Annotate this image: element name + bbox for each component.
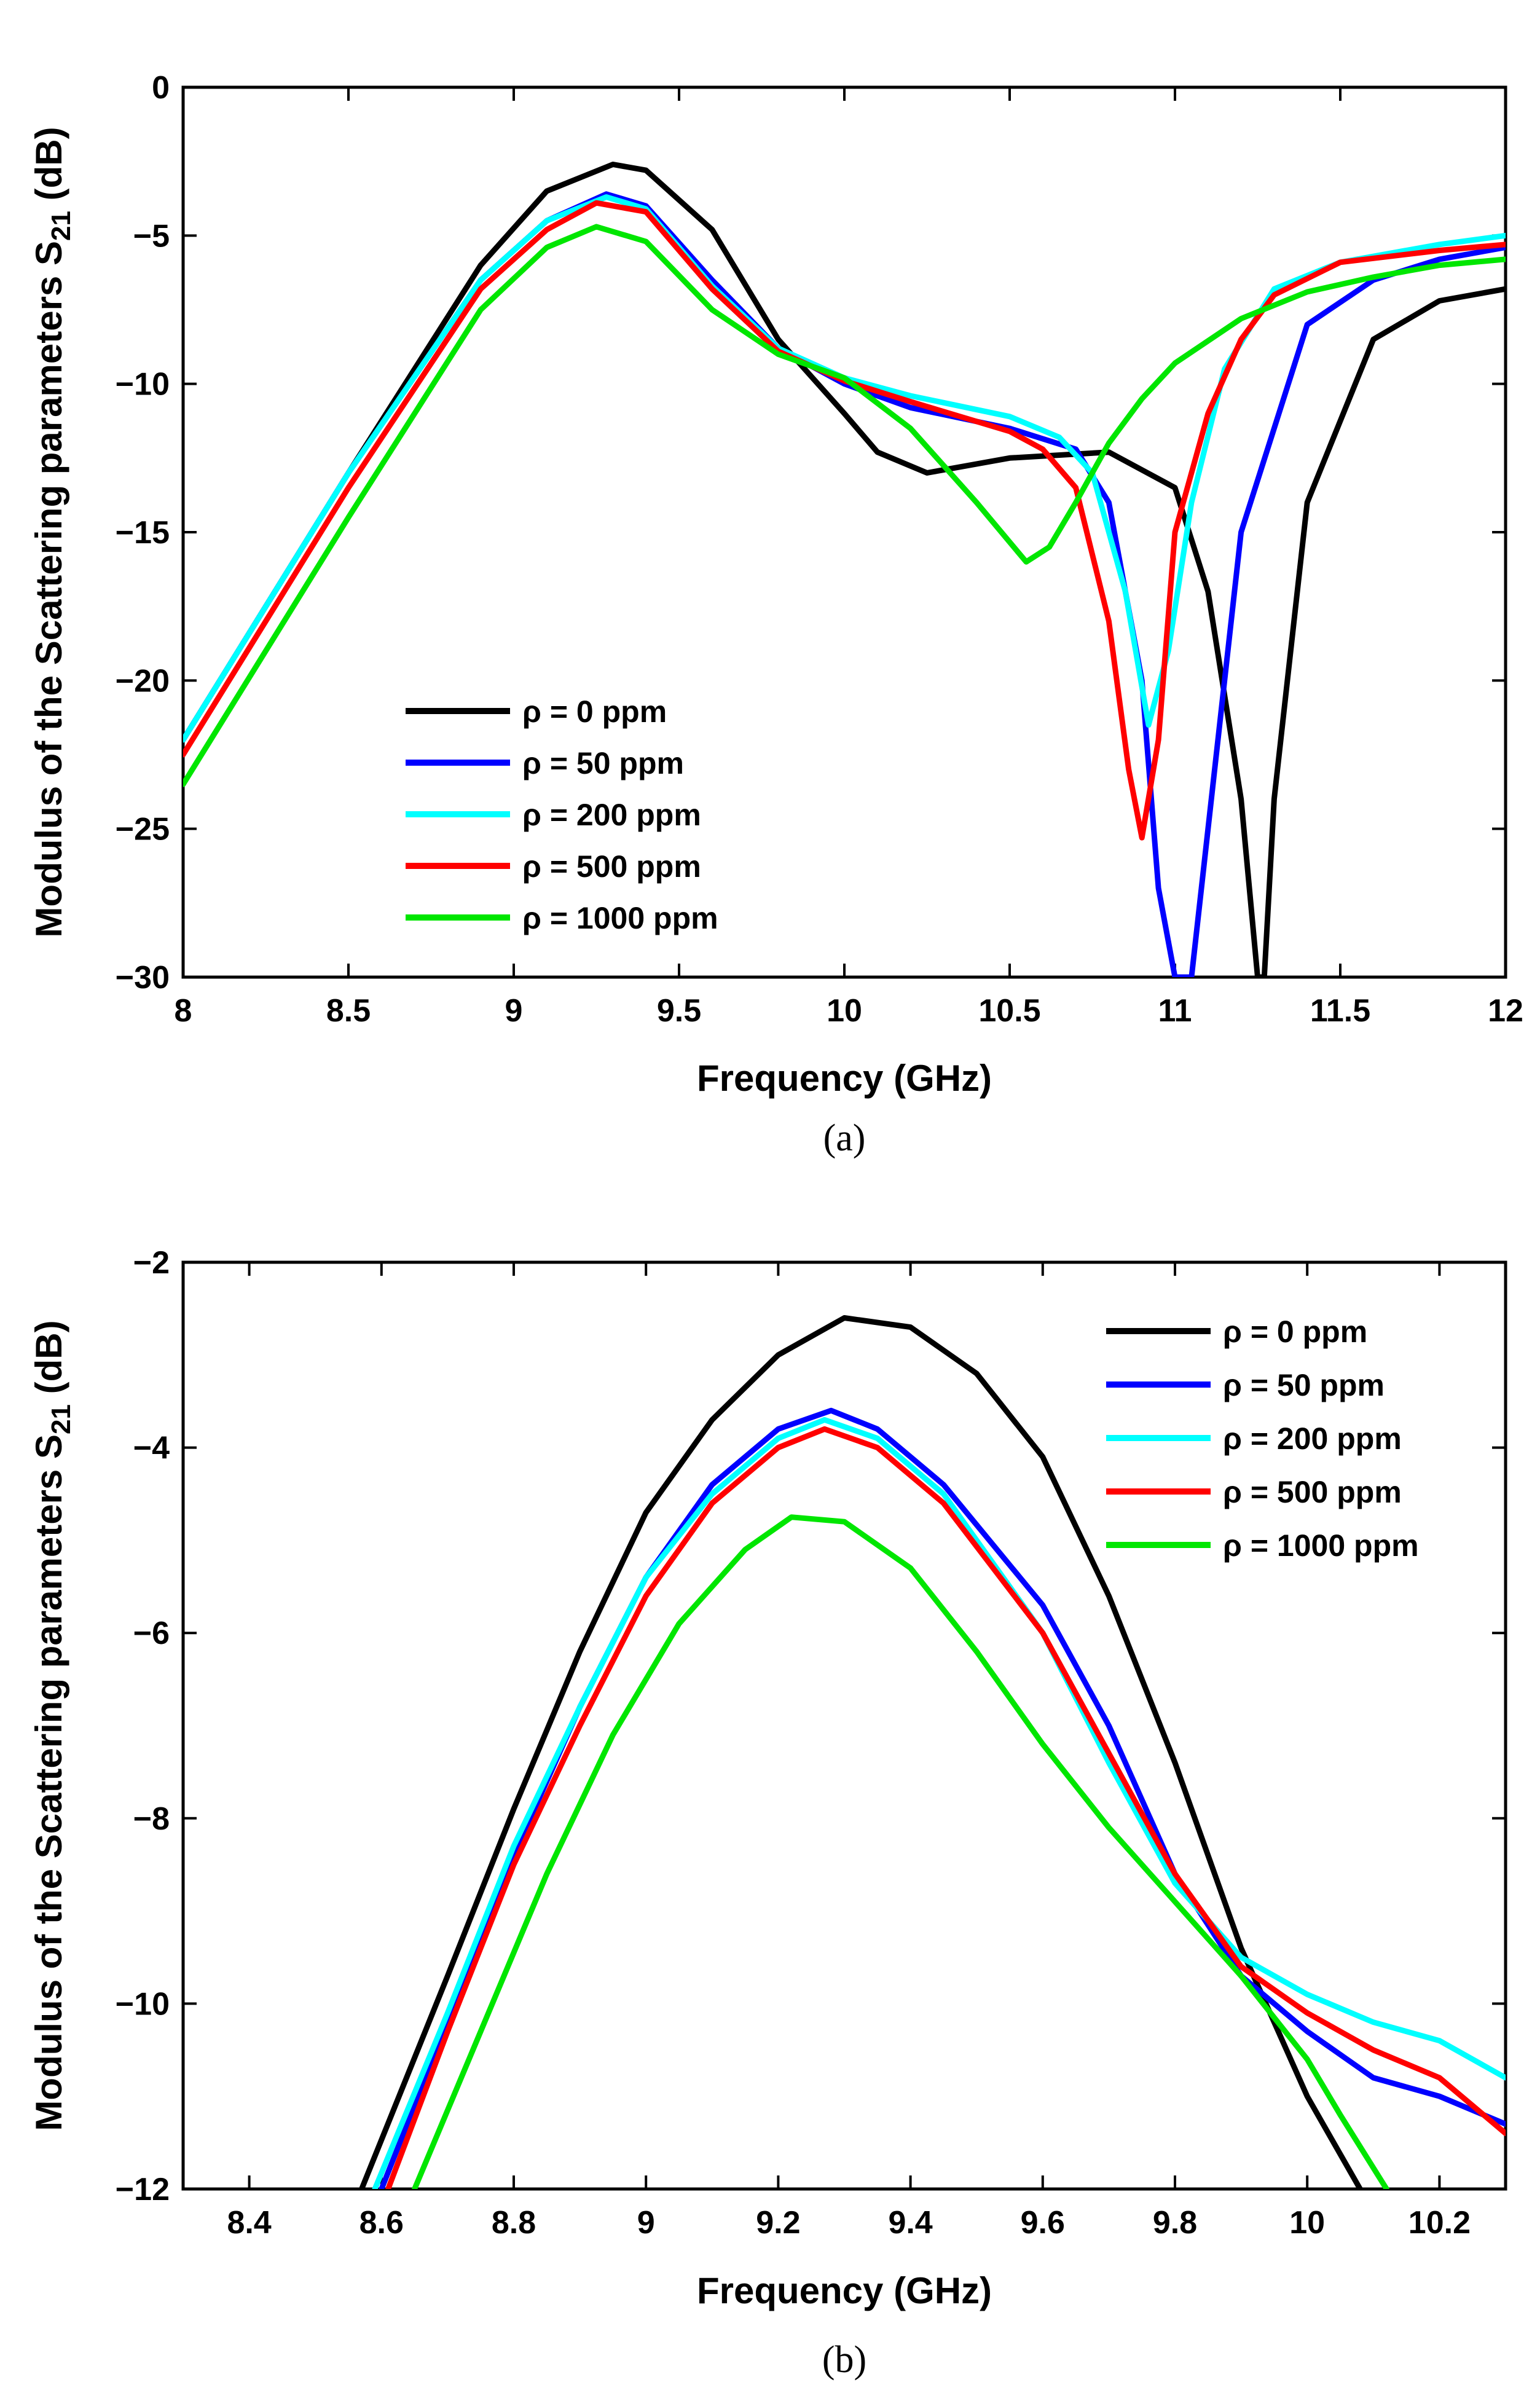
- x-tick-label: 8: [175, 993, 192, 1029]
- legend-label: ρ = 200 ppm: [522, 798, 701, 832]
- legend-label: ρ = 500 ppm: [522, 849, 701, 884]
- x-tick-label: 9: [505, 993, 523, 1029]
- y-tick-label: −4: [133, 1431, 170, 1466]
- series-line-1: [183, 191, 1506, 977]
- legend-label: ρ = 50 ppm: [522, 746, 684, 780]
- legend-label: ρ = 200 ppm: [1223, 1421, 1402, 1456]
- x-tick-label: 10: [827, 993, 862, 1029]
- x-axis-label: Frequency (GHz): [697, 1058, 992, 1099]
- x-axis-label: Frequency (GHz): [697, 2270, 992, 2311]
- y-tick-label: −2: [133, 1245, 170, 1281]
- y-axis-label: Modulus of the Scattering parameters S21…: [28, 1320, 76, 2131]
- legend-label: ρ = 500 ppm: [1223, 1475, 1402, 1509]
- y-axis-label: Modulus of the Scattering parameters S21…: [28, 127, 76, 937]
- legend-label: ρ = 50 ppm: [1223, 1368, 1385, 1402]
- x-tick-label: 9.5: [657, 993, 701, 1029]
- plot-frame: [181, 1260, 1507, 2191]
- x-tick-label: 12: [1488, 993, 1523, 1029]
- series-line-0: [359, 1315, 1363, 2189]
- y-tick-label: −10: [116, 367, 170, 403]
- y-tick-label: −30: [116, 960, 170, 996]
- chart-panel-a: 8 8.5 9 9.5 10 10.5 11 11.5 12 0 −5 −10 −15 −20 −25 −30…: [28, 70, 1523, 1159]
- x-tick-label: 9: [637, 2205, 655, 2241]
- y-tick-label: −15: [116, 515, 170, 551]
- legend-label: ρ = 1000 ppm: [522, 901, 718, 935]
- x-tick-label: 10.2: [1408, 2205, 1471, 2241]
- legend: ρ = 0 ppm ρ = 50 ppm ρ = 200 ppm ρ = 500 pp…: [1106, 1314, 1419, 1563]
- series-line-0: [183, 162, 1506, 977]
- series-group: [359, 1315, 1506, 2189]
- x-tick-label: 10.5: [978, 993, 1040, 1029]
- x-tick-label: 8.6: [359, 2205, 404, 2241]
- x-tick-label: 8.8: [492, 2205, 536, 2241]
- y-tick-label: −25: [116, 812, 170, 847]
- x-tick-label: 11: [1158, 993, 1192, 1029]
- chart-panel-b: 8.4 8.6 8.8 9 9.2 9.4 9.6 9.8 10 10.2 −2 −4 −6 −8 −10 −…: [28, 1245, 1507, 2381]
- series-line-3: [183, 200, 1506, 841]
- series-line-2: [372, 1417, 1506, 2189]
- y-tick-label: −12: [116, 2172, 170, 2207]
- legend-label: ρ = 0 ppm: [522, 694, 667, 729]
- y-tick-label: −5: [133, 218, 170, 254]
- legend-label: ρ = 1000 ppm: [1223, 1528, 1419, 1563]
- plot-frame: [181, 85, 1507, 979]
- x-tick-label: 9.2: [756, 2205, 800, 2241]
- x-tick-label: 9.6: [1021, 2205, 1065, 2241]
- panel-caption: (a): [823, 1117, 866, 1159]
- series-group: [183, 162, 1506, 977]
- series-line-3: [385, 1426, 1506, 2189]
- x-tick-label: 8.5: [326, 993, 371, 1029]
- x-tick-label: 8.4: [227, 2205, 271, 2241]
- series-line-4: [183, 224, 1506, 787]
- y-tick-label: −8: [133, 1801, 170, 1837]
- x-tick-label: 9.4: [888, 2205, 932, 2241]
- x-tick-label: 10: [1289, 2205, 1325, 2241]
- legend-label: ρ = 0 ppm: [1223, 1314, 1367, 1349]
- y-tick-label: 0: [152, 70, 170, 106]
- y-tick-label: −6: [133, 1616, 170, 1651]
- y-tick-label: −10: [116, 1986, 170, 2022]
- panel-caption: (b): [822, 2339, 866, 2381]
- y-tick-label: −20: [116, 663, 170, 699]
- legend: ρ = 0 ppm ρ = 50 ppm ρ = 200 ppm ρ = 500 pp…: [406, 694, 718, 935]
- x-tick-label: 11.5: [1310, 993, 1370, 1029]
- series-line-1: [379, 1407, 1506, 2189]
- x-tick-label: 9.8: [1153, 2205, 1197, 2241]
- series-line-4: [412, 1514, 1389, 2189]
